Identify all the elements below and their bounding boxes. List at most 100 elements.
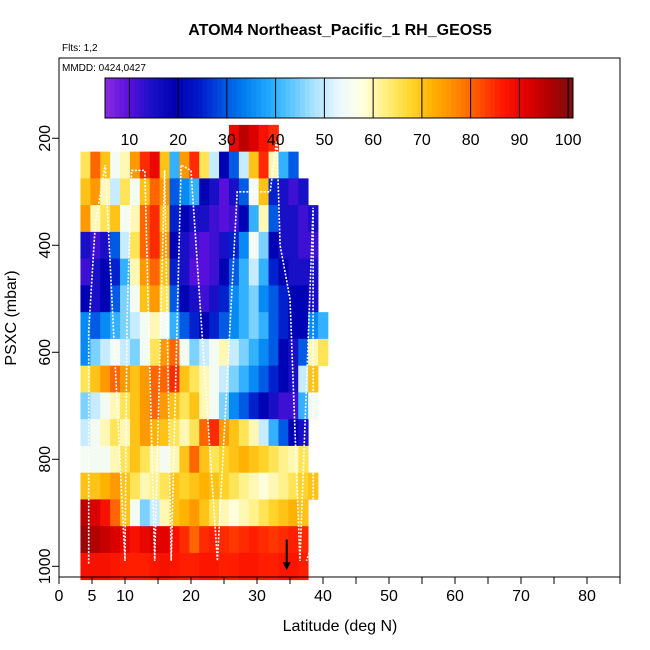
- heatmap-cell: [110, 338, 121, 367]
- colorbar-segment: [109, 78, 116, 118]
- heatmap-cell: [80, 392, 91, 420]
- colorbar-segment: [558, 78, 564, 118]
- heatmap-cell: [129, 419, 141, 447]
- heatmap-cell: [159, 258, 170, 286]
- heatmap-cell: [100, 419, 111, 447]
- heatmap-cell: [298, 365, 309, 393]
- heatmap-cell: [149, 151, 161, 179]
- chart-title: ATOM4 Northeast_Pacific_1 RH_GEOS5: [188, 22, 492, 39]
- heatmap-cell: [189, 231, 200, 260]
- colorbar-tick-label: 50: [315, 132, 333, 149]
- heatmap-cell: [169, 312, 180, 340]
- heatmap-cell: [110, 178, 121, 206]
- colorbar-segment: [144, 78, 150, 118]
- heatmap-cell: [268, 552, 279, 581]
- colorbar-segment: [217, 78, 223, 118]
- heatmap-cell: [238, 419, 250, 447]
- heatmap-cell: [80, 285, 91, 313]
- heatmap-cell: [268, 178, 279, 206]
- x-axis-tick-label: 60: [446, 588, 464, 605]
- heatmap-cell: [159, 365, 170, 393]
- heatmap-cell: [110, 231, 121, 260]
- heatmap-cell: [80, 312, 91, 340]
- heatmap-cell: [179, 151, 190, 179]
- heatmap-cell: [189, 499, 200, 527]
- heatmap-cell: [258, 205, 269, 233]
- heatmap-cell: [179, 258, 190, 286]
- heatmap-cell: [90, 205, 101, 233]
- heatmap-cell: [129, 392, 141, 420]
- heatmap-cell: [100, 338, 111, 367]
- colorbar-segment: [251, 78, 257, 118]
- colorbar-segment: [163, 78, 169, 118]
- heatmap-cell: [209, 472, 220, 500]
- heatmap-cell: [129, 205, 141, 233]
- colorbar-segment: [490, 78, 496, 118]
- heatmap-cell: [129, 499, 141, 527]
- heatmap-cell: [169, 338, 180, 367]
- heatmap-cell: [199, 338, 210, 367]
- heatmap-cell: [219, 552, 230, 581]
- heatmap-cell: [139, 285, 151, 313]
- colorbar-segment: [339, 78, 345, 118]
- heatmap-cell: [278, 526, 289, 554]
- heatmap-cell: [308, 312, 319, 340]
- colorbar-segment: [460, 78, 467, 118]
- heatmap-cell: [159, 285, 170, 313]
- heatmap-cell: [120, 231, 131, 260]
- colorbar-segment: [373, 78, 379, 118]
- heatmap-cell: [268, 499, 279, 527]
- heatmap-cell: [100, 526, 111, 554]
- heatmap-cell: [129, 526, 141, 554]
- heatmap-cell: [189, 392, 200, 420]
- heatmap-cell: [238, 472, 250, 500]
- heatmap-cell: [100, 499, 111, 527]
- y-axis-tick-label: 800: [37, 446, 54, 473]
- colorbar-segment: [319, 78, 325, 118]
- heatmap-cell: [238, 285, 250, 313]
- colorbar-tick-label: 60: [364, 132, 382, 149]
- heatmap-cell: [219, 178, 230, 206]
- heatmap-cell: [219, 499, 230, 527]
- colorbar-segment: [236, 78, 243, 118]
- heatmap-cell: [209, 552, 220, 581]
- heatmap-cell: [228, 338, 240, 367]
- y-axis-title: PSXC (mbar): [3, 270, 20, 365]
- colorbar-segment: [499, 78, 506, 118]
- heatmap-cell: [238, 499, 250, 527]
- heatmap-cell: [298, 392, 309, 420]
- colorbar-segment: [402, 78, 408, 118]
- heatmap-cell: [169, 526, 180, 554]
- heatmap-cell: [90, 151, 101, 179]
- heatmap-cell: [288, 552, 299, 581]
- heatmap-cell: [209, 178, 220, 206]
- flight-track-layer: [87, 138, 314, 564]
- heatmap-cell: [139, 552, 151, 581]
- x-axis-tick-label: 70: [512, 588, 530, 605]
- colorbar-segment: [470, 78, 477, 118]
- x-axis-tick-label: 10: [116, 588, 134, 605]
- x-axis-tick-label: 50: [380, 588, 398, 605]
- heatmap-cell: [139, 151, 151, 179]
- heatmap-cell: [318, 312, 329, 340]
- heatmap-cell: [268, 312, 279, 340]
- heatmap-cell: [100, 312, 111, 340]
- heatmap-cell: [228, 472, 240, 500]
- heatmap-cell: [248, 205, 260, 233]
- heatmap-cell: [120, 205, 131, 233]
- x-axis-tick-label: 80: [578, 588, 596, 605]
- colorbar-segment: [475, 78, 481, 118]
- heatmap-cell: [288, 258, 299, 286]
- heatmap-cell: [308, 472, 319, 500]
- heatmap-cell: [159, 151, 170, 179]
- heatmap-cell: [179, 231, 190, 260]
- colorbar-segment: [480, 78, 486, 118]
- heatmap-cell: [189, 526, 200, 554]
- heatmap-cell: [129, 231, 141, 260]
- heatmap-cell: [278, 285, 289, 313]
- heatmap-cell: [159, 472, 170, 500]
- heatmap-cell: [288, 526, 299, 554]
- heatmap-cell: [149, 312, 161, 340]
- heatmap-cell: [90, 365, 101, 393]
